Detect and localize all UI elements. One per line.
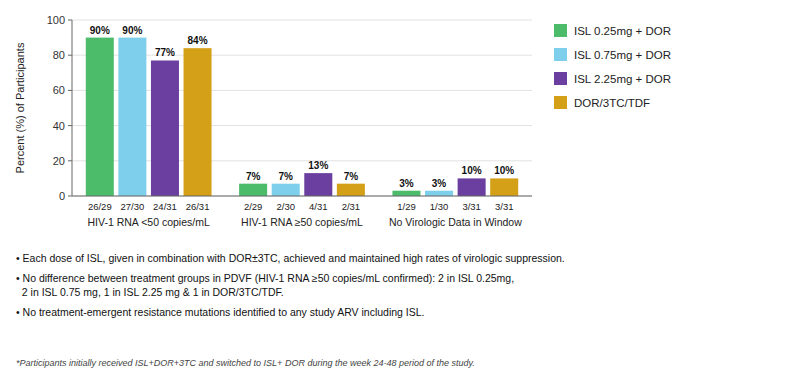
data-label: 7% xyxy=(278,171,293,182)
bar xyxy=(239,184,267,196)
tick xyxy=(68,196,72,197)
bar-annotation: 4/31 xyxy=(309,201,328,212)
data-label: 10% xyxy=(462,165,482,176)
tick xyxy=(68,20,72,21)
data-label: 90% xyxy=(122,25,142,36)
legend-label: ISL 0.25mg + DOR xyxy=(574,25,671,37)
data-label: 10% xyxy=(494,165,514,176)
legend-label: ISL 0.75mg + DOR xyxy=(574,49,671,61)
legend: ISL 0.25mg + DOR ISL 0.75mg + DOR ISL 2.25… xyxy=(554,24,671,109)
tick xyxy=(68,160,72,161)
bar xyxy=(151,60,179,196)
legend-swatch xyxy=(554,48,567,61)
bar xyxy=(118,38,146,196)
tick-label: 20 xyxy=(53,155,65,167)
chart: 0 20 40 60 80 100 Percent (%) of Participants 9… xyxy=(0,0,800,392)
bar-annotation: 2/29 xyxy=(244,201,263,212)
bar-annotation: 27/30 xyxy=(120,201,144,212)
bar xyxy=(458,178,486,196)
data-label: 7% xyxy=(344,171,359,182)
bar-annotation: 2/31 xyxy=(342,201,361,212)
bar xyxy=(184,48,212,196)
bar-annotation: 2/30 xyxy=(276,201,295,212)
data-label: 13% xyxy=(308,160,328,171)
footnote: • Each dose of ISL, given in combination… xyxy=(16,252,565,264)
footnotes: • Each dose of ISL, given in combination… xyxy=(16,252,565,368)
category-label: HIV-1 RNA <50 copies/mL xyxy=(88,216,210,228)
tick-label: 80 xyxy=(53,49,65,61)
tick-label: 40 xyxy=(53,120,65,132)
bar xyxy=(272,184,300,196)
grid-line xyxy=(72,196,532,197)
bar xyxy=(490,178,518,196)
legend-label: DOR/3TC/TDF xyxy=(574,97,650,109)
grid-line xyxy=(72,20,532,21)
bar-annotation: 1/30 xyxy=(430,201,449,212)
legend-swatch xyxy=(554,24,567,37)
bars xyxy=(86,38,518,196)
footnote-line: • Each dose of ISL, given in combination… xyxy=(16,252,565,264)
data-label: 84% xyxy=(188,35,208,46)
y-axis-line xyxy=(72,20,73,196)
bar xyxy=(392,191,420,196)
y-axis: 0 20 40 60 80 100 xyxy=(47,14,72,202)
legend-swatch xyxy=(554,96,567,109)
tick-label: 60 xyxy=(53,84,65,96)
tick xyxy=(68,90,72,91)
grid xyxy=(72,20,532,196)
footnote-line: • No treatment-emergent resistance mutat… xyxy=(16,306,425,318)
data-label: 3% xyxy=(432,178,447,189)
bar-annotation: 3/31 xyxy=(495,201,514,212)
data-label: 90% xyxy=(90,25,110,36)
footnote: • No treatment-emergent resistance mutat… xyxy=(16,306,425,318)
x-axis-line xyxy=(72,196,532,197)
note: *Participants initially received ISL+DOR… xyxy=(16,358,475,368)
bar-annotation: 1/29 xyxy=(397,201,416,212)
data-labels: 90% 7% 3% 90% 7% 3% 77% 13% 10% 84% 7% 10% xyxy=(90,25,515,189)
footnote-line: • No difference between treatment groups… xyxy=(16,272,514,284)
data-label: 7% xyxy=(246,171,261,182)
bar xyxy=(304,173,332,196)
data-label: 77% xyxy=(155,47,175,58)
bar-annotation: 26/31 xyxy=(186,201,210,212)
tick-label: 0 xyxy=(59,190,65,202)
bar-annotations: 26/29 2/29 1/29 27/30 2/30 1/30 24/31 4/31 3/31 2… xyxy=(88,201,514,212)
bar-annotation: 3/31 xyxy=(462,201,481,212)
bar xyxy=(337,184,365,196)
bar-annotation: 26/29 xyxy=(88,201,112,212)
tick xyxy=(68,55,72,56)
tick xyxy=(68,125,72,126)
x-axis: HIV-1 RNA <50 copies/mL HIV-1 RNA ≥50 cop… xyxy=(88,216,523,228)
legend-swatch xyxy=(554,72,567,85)
tick-label: 100 xyxy=(47,14,65,26)
bar xyxy=(425,191,453,196)
bar-annotation: 24/31 xyxy=(153,201,177,212)
bar xyxy=(86,38,114,196)
footnote: • No difference between treatment groups… xyxy=(16,272,514,298)
category-label: HIV-1 RNA ≥50 copies/mL xyxy=(241,216,363,228)
footnote-line: 2 in ISL 0.75 mg, 1 in ISL 2.25 mg & 1 i… xyxy=(16,286,284,298)
legend-label: ISL 2.25mg + DOR xyxy=(574,73,671,85)
category-label: No Virologic Data in Window xyxy=(389,216,522,228)
data-label: 3% xyxy=(399,178,414,189)
axis-label: Percent (%) of Participants xyxy=(14,42,26,173)
